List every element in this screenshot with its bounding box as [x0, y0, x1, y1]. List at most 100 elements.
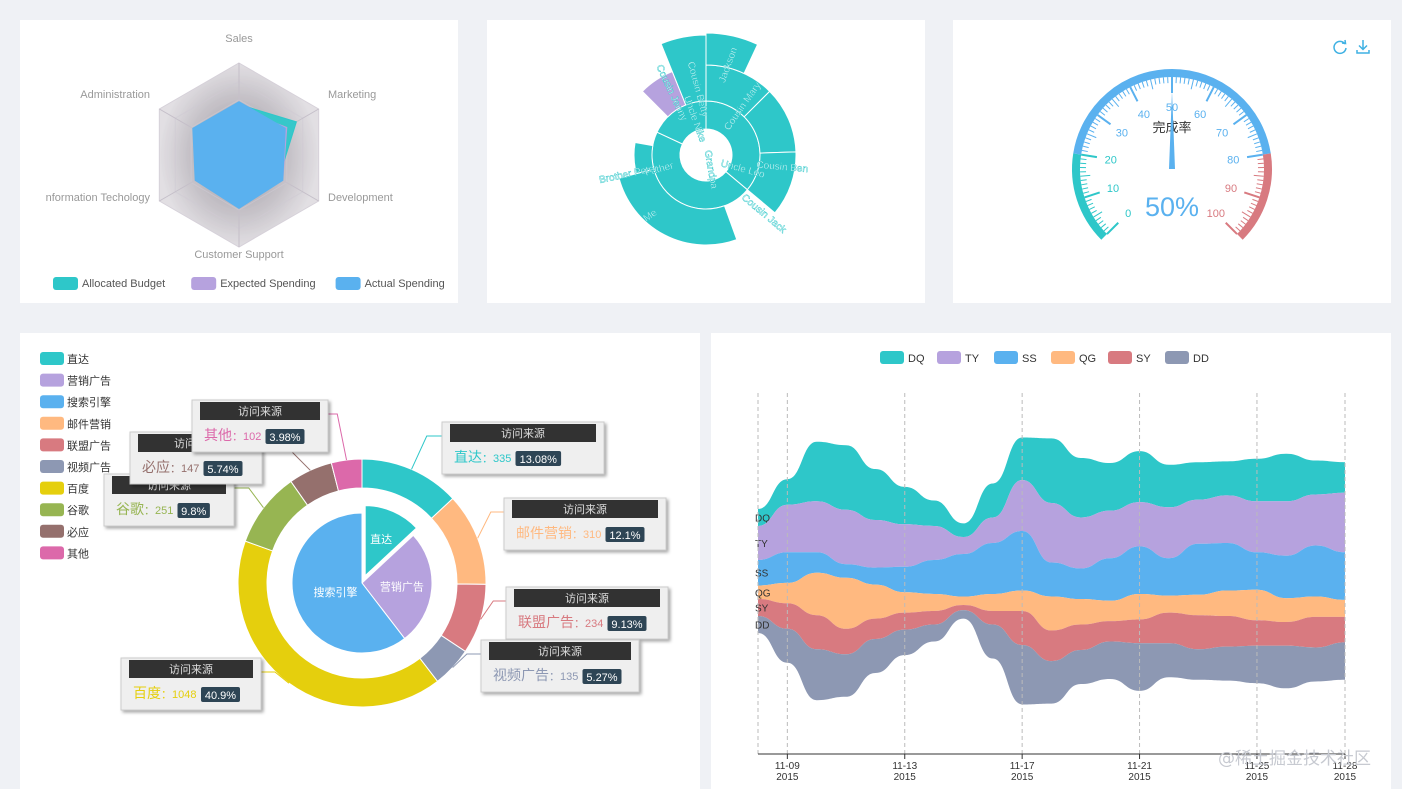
gauge-tick-label: 20	[1105, 154, 1117, 166]
gauge-pointer	[1169, 91, 1175, 169]
gauge-minor-tick	[1094, 118, 1101, 123]
pie-callout-percent-bg	[607, 616, 647, 631]
gauge-tick-label: 100	[1207, 208, 1225, 220]
gauge-minor-tick	[1254, 141, 1261, 145]
pie-callout-value: ：1048	[161, 689, 196, 701]
gauge-minor-tick	[1255, 187, 1262, 190]
gauge-minor-tick	[1224, 98, 1233, 107]
pie-callout-title: 访问来源	[238, 404, 282, 418]
gauge-minor-tick	[1206, 84, 1211, 91]
pie-callout-percent-bg	[201, 687, 240, 702]
gauge-major-tick	[1232, 114, 1248, 126]
pie-callout-line	[477, 511, 504, 539]
pie-callout-name: 直达	[454, 449, 482, 465]
pie-callout-percent-bg	[605, 527, 645, 542]
pie-callout-title: 访问来源	[565, 591, 609, 605]
pie-inner-slice	[364, 505, 418, 577]
pie-legend-swatch	[40, 373, 64, 387]
gauge-minor-tick	[1100, 223, 1107, 229]
gauge-tick-label: 0	[1125, 208, 1131, 220]
gauge-minor-tick	[1085, 198, 1092, 202]
river-layer-ty	[758, 480, 1345, 569]
river-layer-label: TY	[755, 539, 768, 550]
pie-callout-header	[450, 424, 596, 442]
pie-callout-value: ：251	[144, 505, 173, 517]
river-legend-label: DD	[1193, 353, 1209, 365]
pie-legend-swatch	[40, 352, 64, 365]
radar-indicator-label: Administration	[80, 89, 150, 101]
pie-legend-label: 其他	[67, 547, 89, 560]
gauge-minor-tick	[1230, 101, 1236, 107]
gauge-minor-tick	[1190, 79, 1194, 90]
river-x-tick-label: 11-13	[892, 761, 917, 772]
gauge-minor-tick	[1162, 77, 1165, 84]
download-icon[interactable]	[1354, 38, 1372, 56]
river-layer-label: DQ	[755, 513, 770, 524]
pie-legend-label: 必应	[67, 525, 89, 539]
gauge-minor-tick	[1080, 174, 1091, 177]
pie-callout-value: ：102	[232, 431, 261, 443]
pie-callout-line	[480, 600, 506, 620]
gauge-minor-tick	[1085, 137, 1092, 141]
gauge-minor-tick	[1103, 226, 1109, 232]
watermark: @稀土掘金技术社区	[1218, 749, 1371, 769]
gauge-minor-tick	[1237, 223, 1244, 229]
gauge-minor-tick	[1238, 111, 1245, 116]
gauge-minor-tick	[1137, 83, 1141, 90]
gauge-major-tick	[1096, 114, 1112, 126]
pie-callout-title: 访问来源	[501, 426, 545, 440]
gauge-chart: 0102030405060708090100完成率50%	[1072, 69, 1272, 240]
gauge-minor-tick	[1235, 226, 1241, 232]
gauge-minor-tick	[1252, 137, 1259, 141]
pie-callout-percent-bg	[582, 669, 622, 684]
pie-legend-label: 百度	[67, 482, 89, 496]
gauge-minor-tick	[1141, 81, 1145, 88]
gauge-minor-tick	[1158, 77, 1161, 84]
river-x-tick-year: 2015	[1128, 772, 1151, 783]
pie-outer-slice	[330, 458, 363, 492]
pie-legend-swatch	[40, 481, 64, 495]
sunburst-segment-cousin-jack	[746, 151, 797, 214]
pie-callout-line	[411, 435, 442, 470]
gauge-tick-label: 60	[1194, 109, 1206, 121]
gauge-minor-tick	[1224, 95, 1229, 102]
river-legend-swatch	[994, 351, 1018, 364]
pie-callout-name: 百度	[133, 685, 161, 701]
pie-inner-label: 营销广告	[380, 579, 424, 593]
pie-callout-value: ：135	[549, 671, 578, 683]
gauge-minor-tick	[1133, 84, 1138, 91]
gauge-tick-label: 90	[1225, 183, 1237, 195]
pie-inner-label: 直达	[370, 532, 392, 546]
gauge-minor-tick	[1249, 129, 1256, 133]
pie-callout-title: 访问来源	[538, 644, 582, 658]
pie-callout-percent: 40.9%	[205, 690, 236, 702]
gauge-minor-tick	[1241, 211, 1251, 218]
pie-legend-label: 谷歌	[67, 503, 89, 517]
gauge-tick-label: 70	[1216, 128, 1228, 140]
refresh-icon[interactable]	[1331, 38, 1349, 56]
river-x-tick-label: 11-21	[1127, 761, 1152, 772]
pie-legend-swatch	[40, 503, 64, 517]
gauge-minor-tick	[1195, 80, 1199, 87]
sunburst-label: Cousin Ben	[756, 160, 808, 175]
gauge-minor-tick	[1083, 191, 1090, 194]
pie-legend-label: 视频广告	[67, 460, 111, 474]
pie-callout-percent-bg	[265, 429, 305, 444]
sunburst-segment-me	[618, 168, 738, 246]
gauge-minor-tick	[1247, 125, 1254, 130]
gauge-minor-tick	[1245, 121, 1252, 126]
gauge-value: 50%	[1145, 192, 1199, 222]
sunburst-segment-brother-peter	[633, 141, 655, 175]
theme-river-panel: DQ TY SS QG SY DD DQ TY SS QG SY DD 11-09 2015 11-13 20…	[711, 333, 1391, 789]
radar-indicator-label: Customer Support	[194, 249, 283, 261]
pie-callout-line	[452, 653, 481, 668]
pie-callout-percent-bg	[203, 461, 243, 476]
gauge-minor-tick	[1081, 183, 1088, 186]
gauge-minor-tick	[1217, 91, 1222, 97]
radar-chart: Sales Marketing Development Customer Suppor…	[46, 33, 445, 290]
gauge-minor-tick	[1081, 149, 1088, 153]
